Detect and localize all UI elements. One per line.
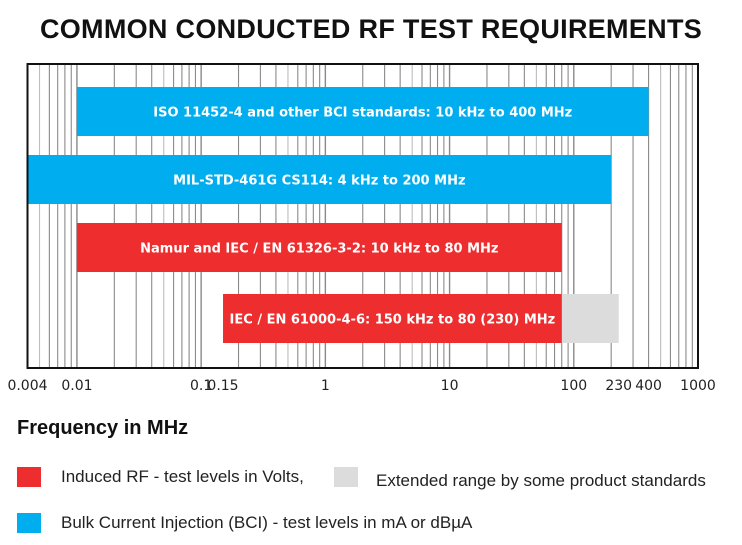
x-tick-label: 230 [605,378,632,394]
x-tick-label: 1000 [680,378,716,394]
x-axis-label: Frequency in MHz [17,417,189,439]
bar-label: Namur and IEC / EN 61326-3-2: 10 kHz to … [140,242,498,257]
legend-item-extended: Extended range by some product standards [334,467,706,490]
x-tick-label: 100 [560,378,587,394]
x-tick-label: 0.01 [61,378,92,394]
range-bar [27,155,612,204]
range-bar [223,294,562,343]
legend-item-bci: Bulk Current Injection (BCI) - test leve… [17,513,472,533]
x-tick-label: 10 [441,378,459,394]
bar-label: MIL-STD-461G CS114: 4 kHz to 200 MHz [173,174,465,189]
legend-swatch-bci [17,513,41,533]
range-bar [76,223,562,272]
x-tick-label: 400 [635,378,662,394]
x-tick-label: 0.1 [190,378,212,394]
legend-label: Bulk Current Injection (BCI) - test leve… [61,513,473,532]
x-tick-label: 1 [321,378,330,394]
x-tick-label: 0.15 [207,378,238,394]
bar-label: ISO 11452-4 and other BCI standards: 10 … [153,106,572,121]
chart-title: COMMON CONDUCTED RF TEST REQUIREMENTS [39,14,703,44]
extended-range-bar [561,294,619,343]
bar-label: IEC / EN 61000-4-6: 150 kHz to 80 (230) … [230,313,556,328]
range-bar [76,87,649,136]
legend-item-induced: Induced RF - test levels in Volts, [17,467,304,487]
legend-swatch-extended [334,467,358,487]
plot-frame [26,63,699,369]
legend-label: Induced RF - test levels in Volts, [61,467,304,486]
legend-swatch-induced [17,467,41,487]
legend-label: Extended range by some product standards [376,471,706,490]
x-tick-label: 0.004 [7,378,47,394]
plot-area: ISO 11452-4 and other BCI standards: 10 … [7,63,716,394]
